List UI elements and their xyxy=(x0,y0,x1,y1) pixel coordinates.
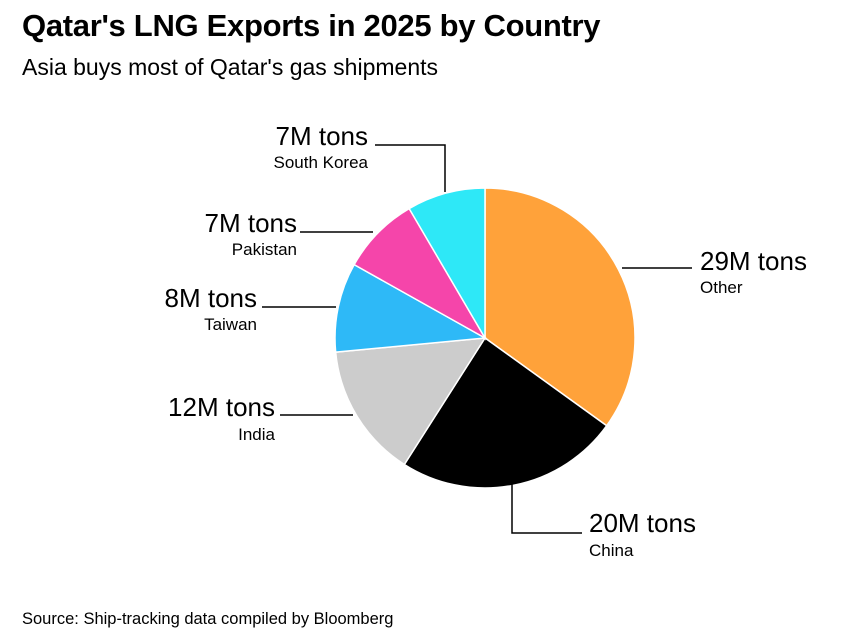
value-label-taiwan: 8M tons xyxy=(165,283,258,313)
leader-line-china xyxy=(511,478,582,534)
category-label-pakistan: Pakistan xyxy=(232,240,297,259)
value-label-other: 29M tons xyxy=(700,246,807,276)
value-label-pakistan: 7M tons xyxy=(205,208,298,238)
value-label-china: 20M tons xyxy=(589,508,696,538)
pie-slice-other xyxy=(484,187,636,427)
category-label-india: India xyxy=(238,425,275,444)
pie-slice-china xyxy=(403,336,608,489)
value-label-south-korea: 7M tons xyxy=(276,121,369,151)
category-label-taiwan: Taiwan xyxy=(204,315,257,334)
category-label-other: Other xyxy=(700,278,743,297)
pie-slice-south-korea xyxy=(408,187,486,341)
pie-slice-india xyxy=(334,337,487,466)
value-label-india: 12M tons xyxy=(168,392,275,422)
category-label-south-korea: South Korea xyxy=(273,153,368,172)
chart-title: Qatar's LNG Exports in 2025 by Country xyxy=(22,8,601,43)
pie-slice-taiwan xyxy=(334,263,488,353)
category-label-china: China xyxy=(589,541,634,560)
leader-line-south-korea xyxy=(375,144,446,192)
source-note: Source: Ship-tracking data compiled by B… xyxy=(22,610,394,628)
chart-subtitle: Asia buys most of Qatar's gas shipments xyxy=(22,54,439,80)
